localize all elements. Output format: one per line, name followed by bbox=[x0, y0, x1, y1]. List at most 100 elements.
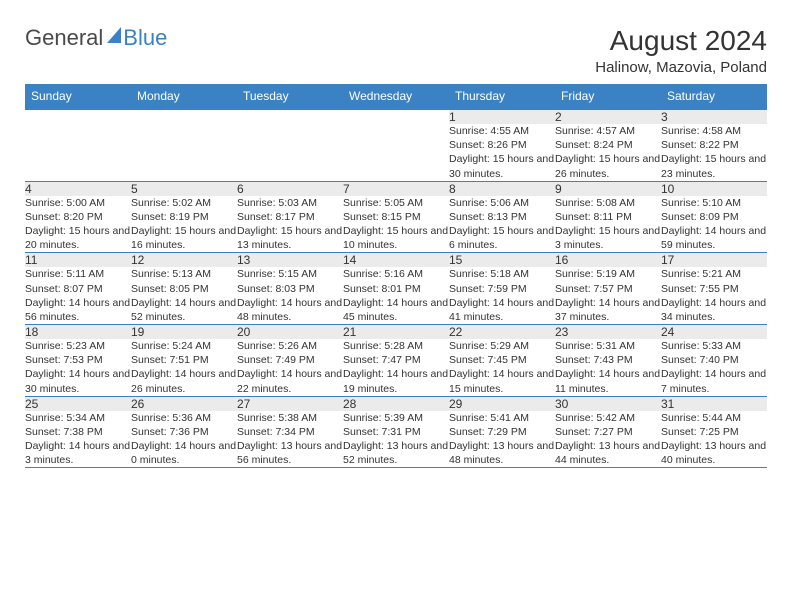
sunrise-text: Sunrise: 5:34 AM bbox=[25, 411, 131, 425]
day-number: 12 bbox=[131, 253, 237, 268]
day-cell: Sunrise: 5:34 AMSunset: 7:38 PMDaylight:… bbox=[25, 411, 131, 468]
sunset-text: Sunset: 8:01 PM bbox=[343, 282, 449, 296]
day-number: 29 bbox=[449, 396, 555, 411]
daydata-row: Sunrise: 5:23 AMSunset: 7:53 PMDaylight:… bbox=[25, 339, 767, 396]
day-number: 16 bbox=[555, 253, 661, 268]
sunrise-text: Sunrise: 5:36 AM bbox=[131, 411, 237, 425]
daylight-text: Daylight: 14 hours and 48 minutes. bbox=[237, 296, 343, 324]
day-number: 9 bbox=[555, 181, 661, 196]
sunrise-text: Sunrise: 4:57 AM bbox=[555, 124, 661, 138]
day-cell: Sunrise: 5:08 AMSunset: 8:11 PMDaylight:… bbox=[555, 196, 661, 253]
daylight-text: Daylight: 15 hours and 3 minutes. bbox=[555, 224, 661, 252]
day-cell: Sunrise: 5:02 AMSunset: 8:19 PMDaylight:… bbox=[131, 196, 237, 253]
daylight-text: Daylight: 15 hours and 6 minutes. bbox=[449, 224, 555, 252]
sunrise-text: Sunrise: 5:19 AM bbox=[555, 267, 661, 281]
day-number bbox=[25, 109, 131, 124]
daylight-text: Daylight: 15 hours and 26 minutes. bbox=[555, 152, 661, 180]
day-number bbox=[131, 109, 237, 124]
daylight-text: Daylight: 13 hours and 44 minutes. bbox=[555, 439, 661, 467]
day-cell: Sunrise: 5:11 AMSunset: 8:07 PMDaylight:… bbox=[25, 267, 131, 324]
sunset-text: Sunset: 8:03 PM bbox=[237, 282, 343, 296]
daylight-text: Daylight: 13 hours and 40 minutes. bbox=[661, 439, 767, 467]
sunset-text: Sunset: 7:27 PM bbox=[555, 425, 661, 439]
weekday-header: Tuesday bbox=[237, 84, 343, 109]
sunrise-text: Sunrise: 5:41 AM bbox=[449, 411, 555, 425]
sunset-text: Sunset: 8:19 PM bbox=[131, 210, 237, 224]
sunset-text: Sunset: 7:31 PM bbox=[343, 425, 449, 439]
day-number: 8 bbox=[449, 181, 555, 196]
sunrise-text: Sunrise: 5:31 AM bbox=[555, 339, 661, 353]
daylight-text: Daylight: 14 hours and 3 minutes. bbox=[25, 439, 131, 467]
day-cell: Sunrise: 5:10 AMSunset: 8:09 PMDaylight:… bbox=[661, 196, 767, 253]
sunset-text: Sunset: 8:11 PM bbox=[555, 210, 661, 224]
daylight-text: Daylight: 14 hours and 11 minutes. bbox=[555, 367, 661, 395]
daylight-text: Daylight: 15 hours and 20 minutes. bbox=[25, 224, 131, 252]
day-cell bbox=[25, 124, 131, 181]
sunset-text: Sunset: 8:15 PM bbox=[343, 210, 449, 224]
sunrise-text: Sunrise: 5:11 AM bbox=[25, 267, 131, 281]
day-cell: Sunrise: 5:05 AMSunset: 8:15 PMDaylight:… bbox=[343, 196, 449, 253]
day-cell bbox=[237, 124, 343, 181]
sunset-text: Sunset: 8:26 PM bbox=[449, 138, 555, 152]
sunrise-text: Sunrise: 5:28 AM bbox=[343, 339, 449, 353]
day-cell: Sunrise: 5:36 AMSunset: 7:36 PMDaylight:… bbox=[131, 411, 237, 468]
sunset-text: Sunset: 8:07 PM bbox=[25, 282, 131, 296]
day-cell: Sunrise: 5:21 AMSunset: 7:55 PMDaylight:… bbox=[661, 267, 767, 324]
sunrise-text: Sunrise: 5:24 AM bbox=[131, 339, 237, 353]
day-cell: Sunrise: 5:18 AMSunset: 7:59 PMDaylight:… bbox=[449, 267, 555, 324]
day-number: 19 bbox=[131, 325, 237, 340]
day-cell: Sunrise: 4:58 AMSunset: 8:22 PMDaylight:… bbox=[661, 124, 767, 181]
day-cell bbox=[131, 124, 237, 181]
day-number: 11 bbox=[25, 253, 131, 268]
day-number: 6 bbox=[237, 181, 343, 196]
logo-text-general: General bbox=[25, 25, 103, 51]
day-cell: Sunrise: 4:57 AMSunset: 8:24 PMDaylight:… bbox=[555, 124, 661, 181]
weekday-header: Saturday bbox=[661, 84, 767, 109]
daydata-row: Sunrise: 5:00 AMSunset: 8:20 PMDaylight:… bbox=[25, 196, 767, 253]
sunset-text: Sunset: 7:36 PM bbox=[131, 425, 237, 439]
weekday-header: Sunday bbox=[25, 84, 131, 109]
day-number: 24 bbox=[661, 325, 767, 340]
calendar-table: Sunday Monday Tuesday Wednesday Thursday… bbox=[25, 84, 767, 468]
daydata-row: Sunrise: 5:11 AMSunset: 8:07 PMDaylight:… bbox=[25, 267, 767, 324]
sunrise-text: Sunrise: 5:26 AM bbox=[237, 339, 343, 353]
sunset-text: Sunset: 8:13 PM bbox=[449, 210, 555, 224]
day-number: 10 bbox=[661, 181, 767, 196]
day-number: 13 bbox=[237, 253, 343, 268]
day-number: 27 bbox=[237, 396, 343, 411]
sunset-text: Sunset: 7:53 PM bbox=[25, 353, 131, 367]
sunset-text: Sunset: 7:49 PM bbox=[237, 353, 343, 367]
day-cell: Sunrise: 5:24 AMSunset: 7:51 PMDaylight:… bbox=[131, 339, 237, 396]
sunrise-text: Sunrise: 5:18 AM bbox=[449, 267, 555, 281]
sunset-text: Sunset: 7:51 PM bbox=[131, 353, 237, 367]
day-number bbox=[343, 109, 449, 124]
sunset-text: Sunset: 7:47 PM bbox=[343, 353, 449, 367]
sunset-text: Sunset: 7:43 PM bbox=[555, 353, 661, 367]
day-cell: Sunrise: 5:23 AMSunset: 7:53 PMDaylight:… bbox=[25, 339, 131, 396]
sunset-text: Sunset: 8:20 PM bbox=[25, 210, 131, 224]
day-number: 21 bbox=[343, 325, 449, 340]
logo: General Blue bbox=[25, 25, 167, 51]
sunrise-text: Sunrise: 5:02 AM bbox=[131, 196, 237, 210]
daylight-text: Daylight: 14 hours and 7 minutes. bbox=[661, 367, 767, 395]
daylight-text: Daylight: 14 hours and 19 minutes. bbox=[343, 367, 449, 395]
day-number bbox=[237, 109, 343, 124]
day-cell: Sunrise: 5:26 AMSunset: 7:49 PMDaylight:… bbox=[237, 339, 343, 396]
logo-text-blue: Blue bbox=[123, 25, 167, 51]
daylight-text: Daylight: 14 hours and 41 minutes. bbox=[449, 296, 555, 324]
day-number: 26 bbox=[131, 396, 237, 411]
day-cell: Sunrise: 5:03 AMSunset: 8:17 PMDaylight:… bbox=[237, 196, 343, 253]
sunset-text: Sunset: 7:29 PM bbox=[449, 425, 555, 439]
day-number: 3 bbox=[661, 109, 767, 124]
day-cell: Sunrise: 5:39 AMSunset: 7:31 PMDaylight:… bbox=[343, 411, 449, 468]
sunrise-text: Sunrise: 4:55 AM bbox=[449, 124, 555, 138]
sunrise-text: Sunrise: 4:58 AM bbox=[661, 124, 767, 138]
logo-triangle-icon bbox=[107, 27, 121, 43]
day-cell: Sunrise: 5:13 AMSunset: 8:05 PMDaylight:… bbox=[131, 267, 237, 324]
header: General Blue August 2024 Halinow, Mazovi… bbox=[25, 25, 767, 76]
day-number: 7 bbox=[343, 181, 449, 196]
sunset-text: Sunset: 7:57 PM bbox=[555, 282, 661, 296]
daylight-text: Daylight: 13 hours and 48 minutes. bbox=[449, 439, 555, 467]
day-number: 1 bbox=[449, 109, 555, 124]
daylight-text: Daylight: 14 hours and 52 minutes. bbox=[131, 296, 237, 324]
